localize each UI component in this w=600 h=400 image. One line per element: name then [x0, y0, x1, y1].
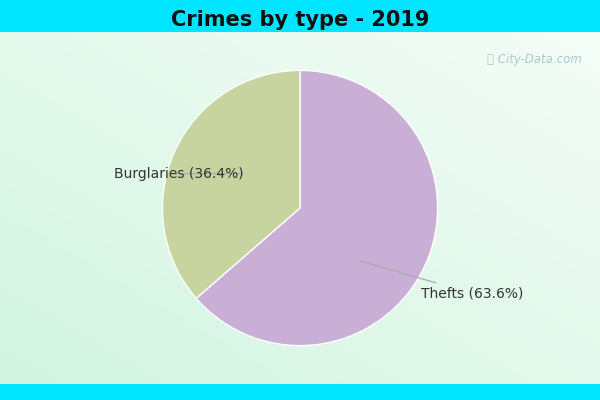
Wedge shape: [163, 70, 300, 298]
Wedge shape: [196, 70, 437, 346]
Text: Thefts (63.6%): Thefts (63.6%): [361, 261, 523, 300]
Text: Crimes by type - 2019: Crimes by type - 2019: [171, 10, 429, 30]
Text: Burglaries (36.4%): Burglaries (36.4%): [114, 166, 244, 181]
Text: ⓘ City-Data.com: ⓘ City-Data.com: [487, 53, 582, 66]
